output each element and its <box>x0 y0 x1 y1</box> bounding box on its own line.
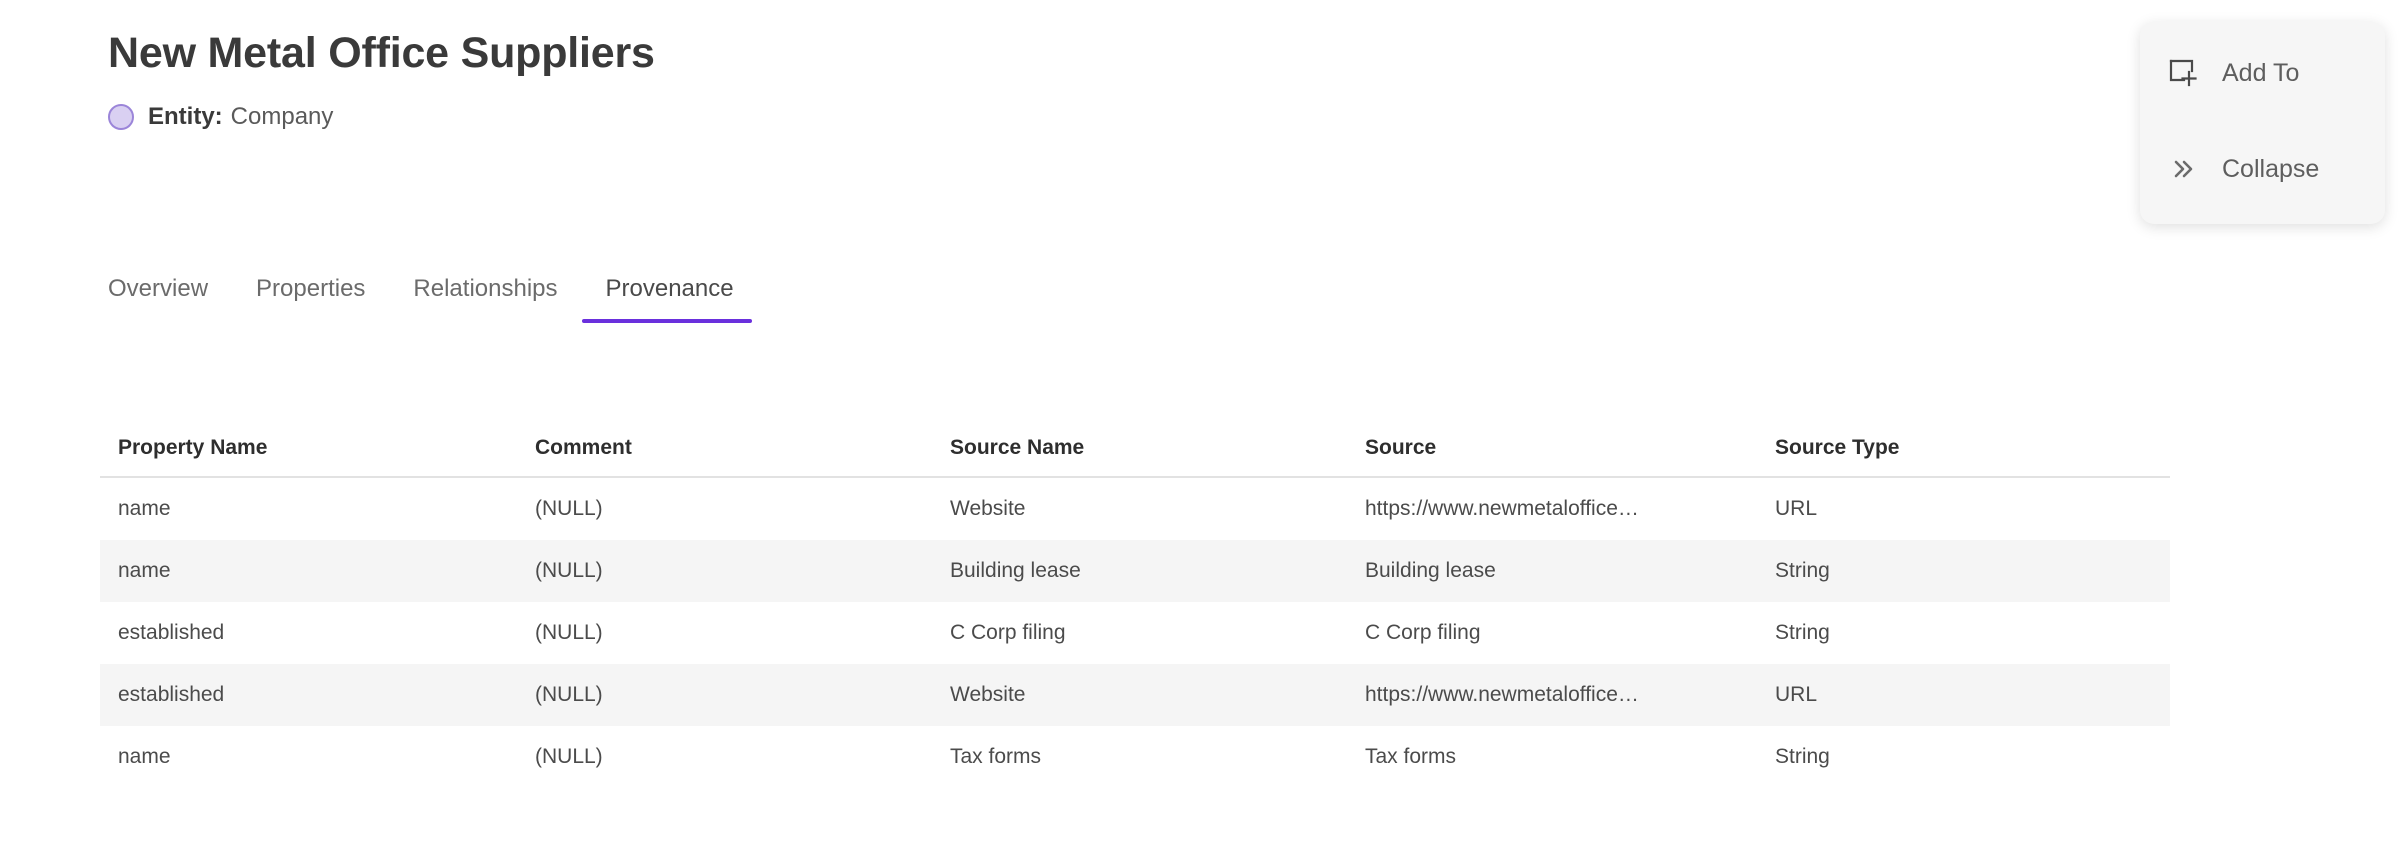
cell-source: Building lease <box>1365 559 1496 582</box>
tab-relationships[interactable]: Relationships <box>389 275 581 323</box>
cell-comment: (NULL) <box>535 683 603 706</box>
cell-comment: (NULL) <box>535 559 603 582</box>
cell-source: Tax forms <box>1365 745 1457 768</box>
table-row[interactable]: name (NULL) Building lease Building leas… <box>100 540 2170 602</box>
tab-overview-label: Overview <box>108 275 209 302</box>
page-title: New Metal Office Suppliers <box>108 29 655 77</box>
tab-bar: Overview Properties Relationships Proven… <box>108 275 758 323</box>
entity-label: Entity: <box>148 103 223 131</box>
column-header-source: Source <box>1347 432 1757 478</box>
collapse-button[interactable]: Collapse <box>2140 140 2385 198</box>
action-panel: Add To Collapse <box>2140 22 2385 224</box>
entity-value: Company <box>230 103 334 131</box>
cell-comment: (NULL) <box>535 621 603 644</box>
cell-property-name: established <box>118 621 225 644</box>
column-header-comment: Comment <box>517 432 932 478</box>
table-body: name (NULL) Website https://www.newmetal… <box>100 477 2170 788</box>
entity-color-dot-icon <box>108 104 134 131</box>
table-header: Property Name Comment Source Name Source… <box>100 432 2170 478</box>
cell-source-name: C Corp filing <box>950 621 1066 644</box>
cell-source-type: String <box>1775 559 1830 582</box>
column-header-source-type: Source Type <box>1757 432 2170 478</box>
tab-provenance[interactable]: Provenance <box>581 275 758 323</box>
tab-properties[interactable]: Properties <box>232 275 389 323</box>
tab-relationships-label: Relationships <box>413 275 558 302</box>
column-header-source-name: Source Name <box>932 432 1347 478</box>
cell-source-name: Website <box>950 683 1026 706</box>
tab-properties-label: Properties <box>256 275 366 302</box>
tab-provenance-label: Provenance <box>605 275 734 302</box>
table-row[interactable]: name (NULL) Tax forms Tax forms String <box>100 726 2170 788</box>
add-to-button[interactable]: Add To <box>2140 44 2385 102</box>
provenance-table: Property Name Comment Source Name Source… <box>100 432 2170 788</box>
cell-source: https://www.newmetaloffice… <box>1365 683 1639 706</box>
column-header-property-name: Property Name <box>100 432 517 478</box>
cell-source: C Corp filing <box>1365 621 1481 644</box>
page-header: New Metal Office Suppliers Entity: Compa… <box>108 29 655 131</box>
cell-source-name: Tax forms <box>950 745 1042 768</box>
table-row[interactable]: established (NULL) Website https://www.n… <box>100 664 2170 726</box>
cell-source-type: String <box>1775 745 1830 768</box>
table-row[interactable]: name (NULL) Website https://www.newmetal… <box>100 477 2170 540</box>
add-to-icon <box>2166 56 2200 90</box>
cell-source-name: Website <box>950 497 1026 520</box>
table-row[interactable]: established (NULL) C Corp filing C Corp … <box>100 602 2170 664</box>
cell-property-name: name <box>118 559 171 582</box>
cell-property-name: name <box>118 497 171 520</box>
cell-source-name: Building lease <box>950 559 1081 582</box>
provenance-table-container: Property Name Comment Source Name Source… <box>100 432 2170 788</box>
table-header-row: Property Name Comment Source Name Source… <box>100 432 2170 478</box>
entity-type-row: Entity: Company <box>108 103 655 131</box>
collapse-label: Collapse <box>2222 154 2320 183</box>
cell-property-name: established <box>118 683 225 706</box>
add-to-label: Add To <box>2222 58 2300 87</box>
cell-source-type: String <box>1775 621 1830 644</box>
cell-comment: (NULL) <box>535 497 603 520</box>
tab-overview[interactable]: Overview <box>108 275 232 323</box>
cell-source-type: URL <box>1775 497 1818 520</box>
cell-comment: (NULL) <box>535 745 603 768</box>
cell-property-name: name <box>118 745 171 768</box>
double-chevron-right-icon <box>2166 152 2200 186</box>
cell-source-type: URL <box>1775 683 1818 706</box>
cell-source: https://www.newmetaloffice… <box>1365 497 1639 520</box>
